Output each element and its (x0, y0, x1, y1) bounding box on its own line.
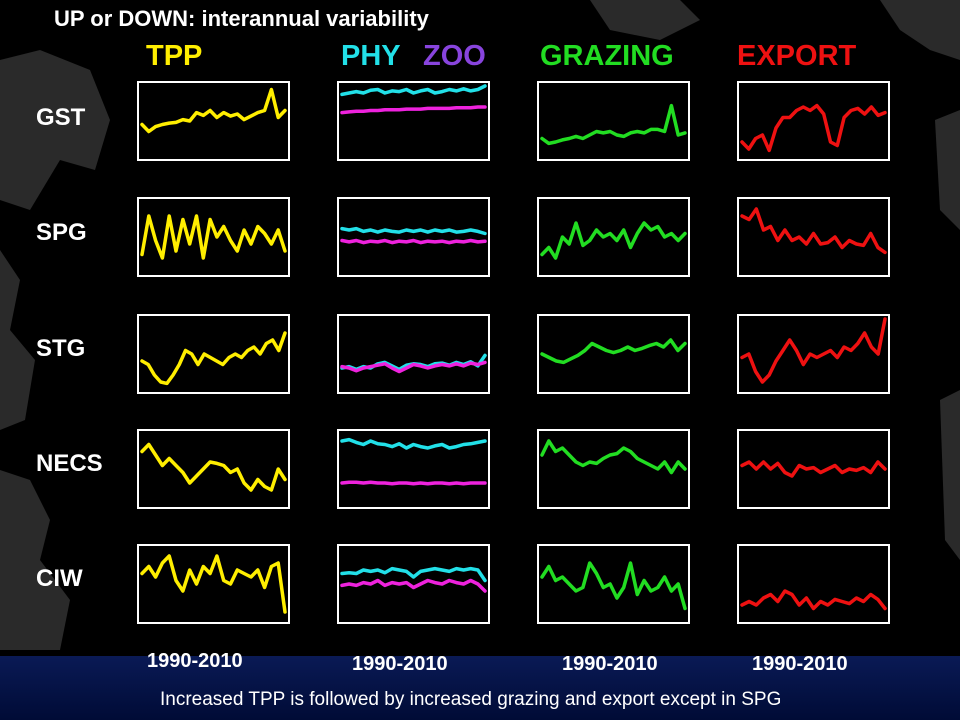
panel-necs-grazing (537, 429, 690, 509)
series-line-1 (740, 317, 887, 384)
column-header-tpp: TPP (146, 40, 203, 72)
slide-title: UP or DOWN: interannual variability (54, 6, 429, 31)
series-line-2 (340, 578, 487, 593)
panel-frame (137, 429, 290, 509)
panel-frame (337, 314, 490, 394)
series-line-1 (340, 566, 487, 583)
series-line-1 (540, 439, 687, 475)
series-line-1 (140, 214, 287, 260)
series-line-1 (340, 437, 487, 450)
series-line-2 (340, 360, 487, 374)
panel-frame (737, 544, 890, 624)
panel-gst-grazing (537, 81, 690, 161)
panel-gst-tpp (137, 81, 290, 161)
series-line-1 (340, 226, 487, 236)
panel-spg-tpp (137, 197, 290, 277)
row-label-stg: STG (36, 335, 86, 362)
caption-text: Increased TPP is followed by increased g… (160, 689, 782, 710)
panel-frame (537, 544, 690, 624)
series-line-1 (140, 554, 287, 614)
year-range-label-4: 1990-2010 (752, 653, 848, 675)
panel-ciw-export (737, 544, 890, 624)
row-label-gst: GST (36, 104, 86, 131)
series-line-1 (740, 103, 887, 153)
panel-gst-export (737, 81, 890, 161)
series-line-1 (740, 207, 887, 255)
series-line-1 (540, 338, 687, 365)
panel-frame (537, 81, 690, 161)
panel-spg-export (737, 197, 890, 277)
series-line-1 (340, 84, 487, 97)
column-header-zoo: ZOO (423, 40, 486, 72)
row-label-spg: SPG (36, 219, 87, 246)
series-line-1 (740, 460, 887, 478)
panel-spg-phy-zoo (337, 197, 490, 277)
panel-stg-phy-zoo (337, 314, 490, 394)
column-header-grazing: GRAZING (540, 40, 674, 72)
year-range-label-2: 1990-2010 (352, 653, 448, 675)
panel-frame (137, 197, 290, 277)
panel-frame (337, 197, 490, 277)
panel-gst-phy-zoo (337, 81, 490, 161)
series-line-1 (140, 87, 287, 134)
series-line-1 (540, 561, 687, 611)
panel-spg-grazing (537, 197, 690, 277)
panel-frame (337, 81, 490, 161)
panel-stg-grazing (537, 314, 690, 394)
panel-ciw-grazing (537, 544, 690, 624)
panel-frame (537, 429, 690, 509)
panel-necs-export (737, 429, 890, 509)
footer-band (0, 656, 960, 720)
panel-ciw-tpp (137, 544, 290, 624)
panel-stg-export (737, 314, 890, 394)
series-line-2 (340, 480, 487, 486)
year-range-label-1: 1990-2010 (147, 650, 243, 672)
row-label-ciw: CIW (36, 565, 83, 592)
panel-frame (137, 314, 290, 394)
series-line-1 (540, 103, 687, 146)
row-label-necs: NECS (36, 450, 103, 477)
series-line-2 (340, 238, 487, 245)
panel-ciw-phy-zoo (337, 544, 490, 624)
panel-frame (737, 81, 890, 161)
panel-necs-tpp (137, 429, 290, 509)
panel-frame (737, 197, 890, 277)
land-silhouette (0, 0, 960, 650)
panel-frame (337, 429, 490, 509)
panel-frame (137, 81, 290, 161)
series-line-2 (340, 105, 487, 115)
column-header-phy: PHY (341, 40, 401, 72)
series-line-1 (740, 589, 887, 611)
series-line-1 (540, 221, 687, 260)
series-line-1 (140, 442, 287, 492)
panel-necs-phy-zoo (337, 429, 490, 509)
series-line-1 (140, 331, 287, 386)
column-header-export: EXPORT (737, 40, 857, 72)
panel-stg-tpp (137, 314, 290, 394)
year-range-label-3: 1990-2010 (562, 653, 658, 675)
